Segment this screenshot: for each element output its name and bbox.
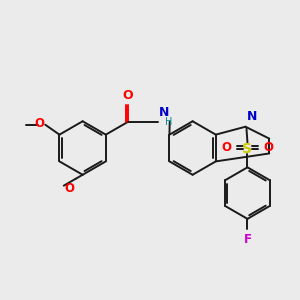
Text: O: O <box>263 141 273 154</box>
Text: F: F <box>244 233 251 246</box>
Text: O: O <box>123 89 134 102</box>
Text: N: N <box>159 106 169 119</box>
Text: O: O <box>222 141 232 154</box>
Text: O: O <box>34 117 44 130</box>
Text: N: N <box>247 110 257 123</box>
Text: H: H <box>165 117 172 127</box>
Text: O: O <box>65 182 75 195</box>
Text: S: S <box>242 142 253 155</box>
